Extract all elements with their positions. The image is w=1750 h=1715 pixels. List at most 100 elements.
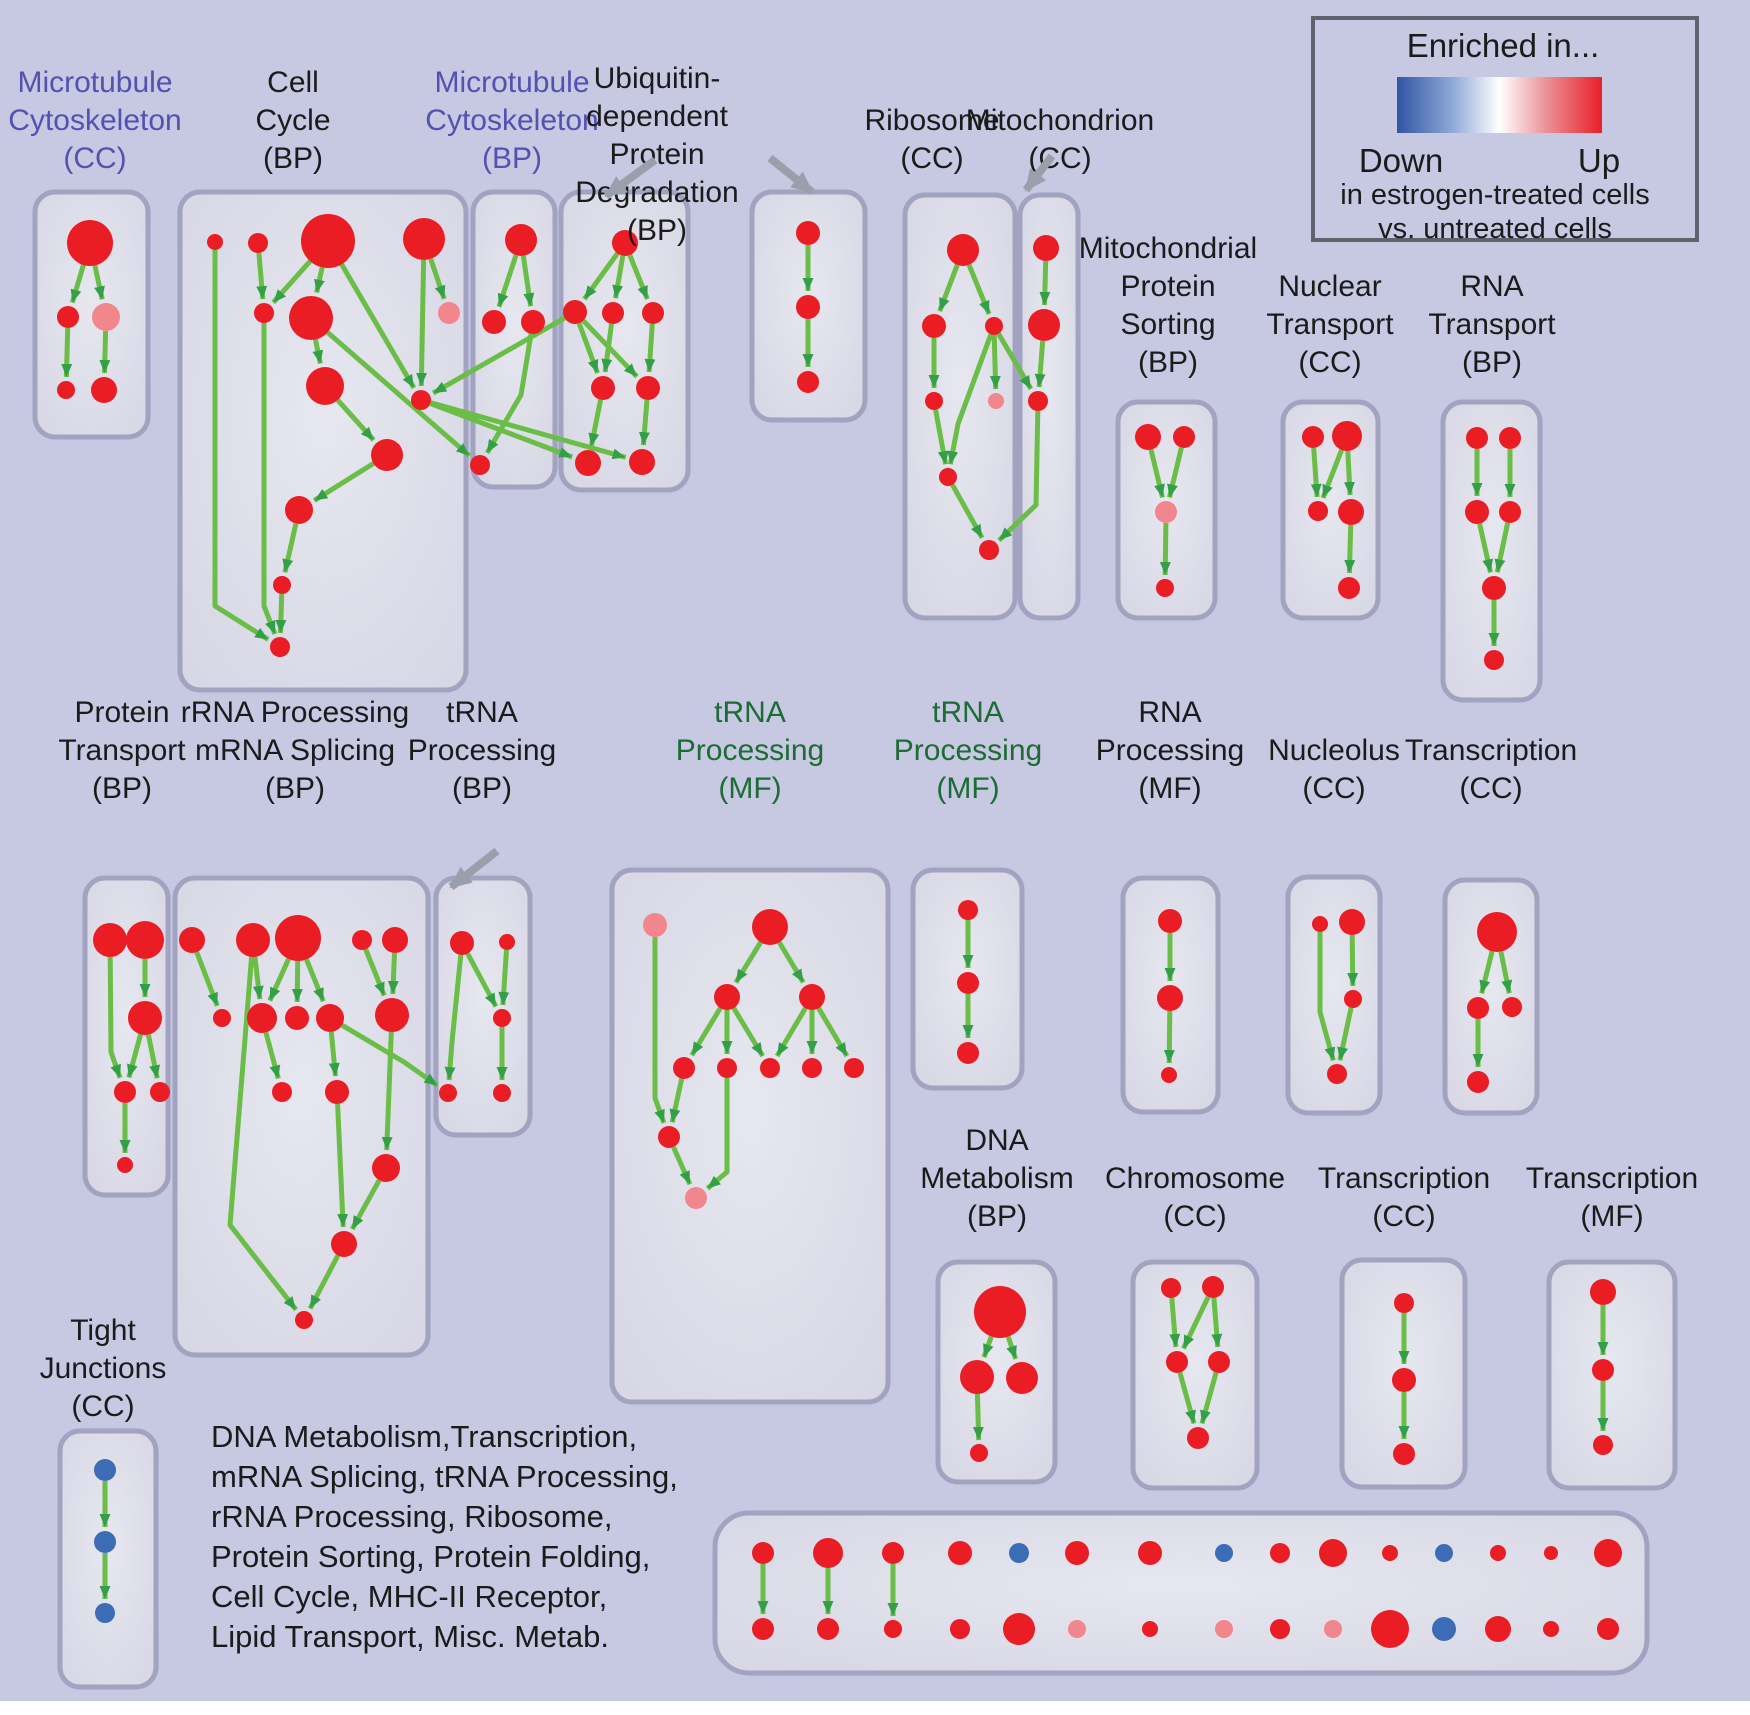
go-term-node-rib-r5 — [988, 393, 1004, 409]
go-term-node-tmf-w3 — [1593, 1435, 1613, 1455]
go-term-node-rib-r4 — [925, 392, 943, 410]
go-term-node-rr-q8 — [285, 1006, 309, 1030]
cluster-label-tb: tRNA Processing (BP) — [408, 696, 556, 805]
go-term-node-rp-i3 — [1161, 1067, 1177, 1083]
edge-arrow — [989, 334, 1001, 390]
go-term-node-rr-q2 — [236, 923, 270, 957]
edge-arrow — [996, 332, 1034, 391]
go-term-node-tm1-g9 — [844, 1058, 864, 1078]
cluster-label-dm: DNA Metabolism (BP) — [920, 1124, 1073, 1233]
edge-arrow — [496, 254, 519, 308]
go-term-node-misc-bottom-4 — [950, 1619, 970, 1639]
go-term-node-rr-q1 — [179, 927, 205, 953]
cluster-box-misc — [712, 1510, 1650, 1676]
edge-arrow — [1479, 950, 1495, 995]
go-term-node-cc-n11 — [285, 496, 313, 524]
cluster-box-ch — [1130, 1259, 1260, 1491]
go-term-node-tj-tj2 — [94, 1531, 116, 1553]
go-term-node-tc2-k4 — [1467, 1071, 1489, 1093]
edge-arrow — [1494, 522, 1511, 573]
go-term-node-mt-cc-e — [91, 377, 117, 403]
cluster-label-mt-cc: Microtubule Cytoskeleton (CC) — [8, 66, 181, 175]
go-term-node-rr-q11 — [272, 1082, 292, 1102]
cluster-label-ub: Ubiquitin-dependent Protein Degradation (BP… — [575, 62, 738, 247]
go-term-node-misc-bottom-6 — [1068, 1620, 1086, 1638]
go-term-node-tmf-w2 — [1592, 1359, 1614, 1381]
edge-arrow — [307, 1254, 341, 1310]
go-term-node-tb-t5 — [493, 1084, 511, 1102]
edge-arrow — [638, 399, 650, 446]
cluster-box-mito — [1017, 192, 1081, 621]
go-term-node-tj-tj3 — [95, 1603, 115, 1623]
go-term-node-rib-r3 — [985, 317, 1003, 335]
go-term-node-dm-d2 — [960, 1360, 994, 1394]
go-term-node-tmf-w1 — [1590, 1279, 1616, 1305]
go-term-node-ch-c2 — [1202, 1276, 1224, 1298]
edge-arrow — [1039, 260, 1051, 306]
edge-arrow — [61, 327, 73, 378]
go-term-node-rt-rt6 — [1484, 650, 1504, 670]
go-term-node-ms-ms1 — [1135, 424, 1161, 450]
cluster-label-tm2: tRNA Processing (MF) — [894, 696, 1042, 805]
go-term-node-nt-nt3 — [1308, 501, 1328, 521]
edge-arrow — [444, 954, 464, 1081]
go-term-node-ch-c5 — [1187, 1427, 1209, 1449]
cluster-label-tj: Tight Junctions (CC) — [40, 1314, 167, 1423]
edge-arrow — [429, 400, 627, 460]
edge-arrow — [1320, 449, 1344, 499]
go-term-node-misc-top-13 — [1490, 1545, 1506, 1561]
go-term-node-dm-d3 — [1006, 1362, 1038, 1394]
edge-arrow — [777, 941, 806, 984]
edge-arrow — [671, 1146, 693, 1186]
go-term-node-cc-n8 — [306, 367, 344, 405]
go-term-node-rt-rt4 — [1499, 501, 1521, 523]
edge-arrow — [644, 323, 656, 373]
legend-title: Enriched in... — [1407, 27, 1600, 64]
edge-arrow — [1343, 450, 1355, 496]
edge-arrow — [689, 1006, 723, 1057]
edge-arrow — [1211, 1297, 1223, 1348]
edge-arrow — [261, 323, 278, 635]
go-term-node-tm2-h2 — [957, 972, 979, 994]
edge-arrow — [576, 322, 600, 374]
go-term-node-rr-q12 — [325, 1080, 349, 1104]
go-term-node-mt-cc-a — [67, 220, 113, 266]
edge-arrow — [350, 1179, 382, 1231]
go-term-node-tb-t1 — [450, 931, 474, 955]
cluster-box-nu — [1285, 874, 1383, 1116]
go-term-node-cc-n5 — [254, 303, 274, 323]
edge-arrow — [1347, 934, 1359, 987]
go-term-node-s3-s2 — [796, 295, 820, 319]
cluster-label-nt: Nuclear Transport (CC) — [1266, 270, 1394, 379]
go-term-node-cc-n4 — [403, 218, 445, 260]
go-term-node-misc-bottom-3 — [884, 1620, 902, 1638]
cluster-box-tj — [57, 1428, 159, 1690]
edge-arrow — [669, 1078, 685, 1123]
go-term-node-ms-ms4 — [1156, 579, 1174, 597]
go-term-node-tc3-v3 — [1393, 1443, 1415, 1465]
go-term-node-rib-r7 — [979, 540, 999, 560]
go-term-node-cc-n12 — [273, 576, 291, 594]
edge-arrow — [69, 264, 86, 304]
edge-arrow — [291, 960, 303, 1003]
go-term-node-rr-q10 — [375, 998, 409, 1032]
edge-arrow — [275, 593, 287, 634]
edge-arrow — [227, 956, 298, 1312]
go-term-node-cc-n3 — [301, 214, 355, 268]
edge-arrow — [431, 315, 566, 396]
edge-arrow — [1310, 447, 1322, 498]
go-term-node-tb-t4 — [439, 1084, 457, 1102]
go-term-node-nu-j3 — [1344, 990, 1362, 1008]
go-term-node-ub-u1 — [563, 300, 587, 324]
go-term-node-misc-top-7 — [1138, 1541, 1162, 1565]
go-term-node-misc-top-15 — [1594, 1539, 1622, 1567]
edge-arrow — [1337, 1007, 1354, 1061]
edge-arrow — [145, 1034, 161, 1079]
edge-arrow — [484, 333, 534, 455]
cluster-label-tc2: Transcription (CC) — [1405, 734, 1577, 805]
edge-arrow — [582, 252, 620, 301]
go-term-node-ub-u3 — [642, 302, 664, 324]
cluster-label-rt: RNA Transport (BP) — [1428, 270, 1556, 379]
go-term-node-misc-top-11 — [1382, 1545, 1398, 1561]
